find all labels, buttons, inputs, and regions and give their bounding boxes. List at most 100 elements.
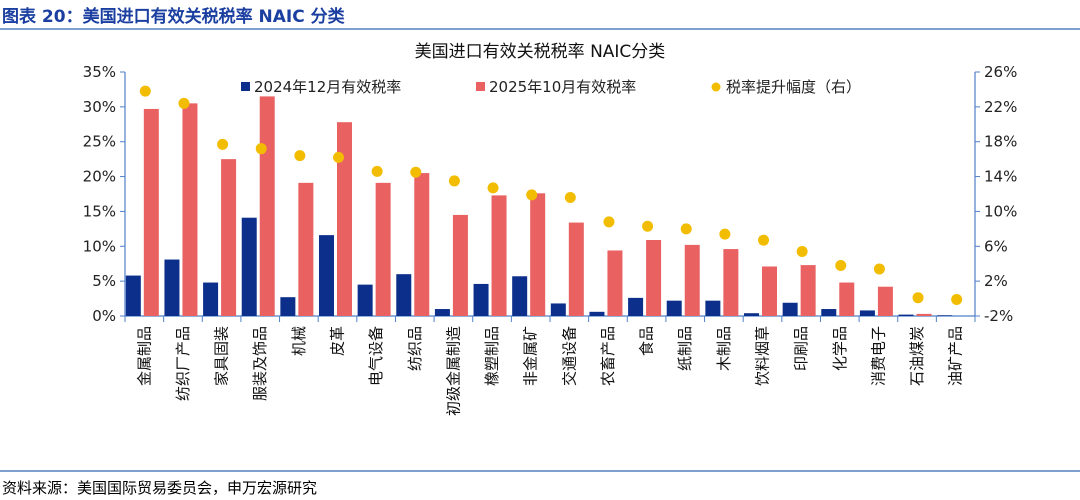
category-label: 皮革: [329, 326, 347, 356]
category-label: 非金属矿: [522, 326, 540, 386]
bar-2024-12: [164, 259, 180, 316]
right-tick-label: 2%: [984, 272, 1008, 290]
category-label: 家具固装: [213, 326, 231, 386]
rate-increase-point: [526, 189, 538, 201]
figure-header: 图表 20：美国进口有效关税税率 NAIC 分类: [0, 0, 1080, 30]
bar-2024-12: [550, 303, 566, 316]
bar-2024-12: [512, 276, 528, 316]
rate-increase-point: [951, 293, 963, 305]
category-label: 电气设备: [367, 326, 385, 386]
bar-2025-10: [452, 214, 468, 316]
tariff-chart: 美国进口有效关税税率 NAIC分类 0% 5% 10% 15% 20% 25% 30% 35%…: [83, 42, 1018, 416]
category-label: 交通设备: [560, 326, 578, 386]
bar-2025-10: [877, 286, 893, 316]
legend-label-2025: 2025年10月有效税率: [489, 78, 636, 96]
rate-increase-point: [912, 292, 924, 304]
category-label: 纸制品: [676, 326, 694, 371]
bar-2025-10: [491, 195, 507, 316]
bar-2024-12: [473, 283, 489, 316]
rate-increase-point: [835, 259, 847, 271]
bar-2025-10: [684, 244, 700, 316]
left-tick-label: 30%: [83, 98, 116, 116]
left-tick-label: 10%: [83, 237, 116, 255]
rate-increase-point: [603, 216, 615, 228]
bar-2024-12: [357, 284, 373, 316]
category-label: 化学品: [831, 326, 849, 371]
legend-marker-change: [711, 82, 721, 92]
bar-2025-10: [800, 265, 816, 316]
bar-2025-10: [723, 249, 739, 316]
bar-2024-12: [937, 315, 953, 316]
bar-2025-10: [375, 182, 391, 316]
right-tick-label: 14%: [984, 168, 1017, 186]
category-label: 纺织品: [406, 326, 424, 371]
category-label: 油矿产品: [947, 326, 965, 386]
rate-increase-point: [680, 223, 692, 235]
category-label: 食品: [638, 326, 656, 356]
bar-2025-10: [298, 182, 314, 316]
bar-2024-12: [319, 235, 334, 316]
bar-2025-10: [259, 96, 275, 317]
category-label: 初级金属制造: [444, 326, 462, 416]
legend-label-change: 税率提升幅度（右）: [726, 78, 861, 96]
category-label: 饮料烟草: [754, 326, 772, 386]
bar-2025-10: [221, 159, 237, 316]
bar-2024-12: [859, 310, 875, 316]
rate-increase-point: [333, 151, 344, 163]
bar-2024-12: [241, 217, 257, 316]
bar-2024-12: [125, 275, 141, 316]
right-tick-label: 10%: [984, 202, 1017, 220]
rate-increase-point: [410, 166, 422, 178]
legend-swatch-2024: [241, 82, 250, 91]
rate-increase-point: [139, 85, 151, 97]
category-label: 纺织厂产品: [174, 326, 192, 401]
bar-2024-12: [434, 309, 450, 316]
bar-2025-10: [916, 313, 932, 316]
rate-increase-point: [758, 234, 769, 246]
chart-title: 美国进口有效关税税率 NAIC分类: [415, 42, 666, 62]
header-divider: [0, 28, 1080, 30]
left-tick-label: 25%: [83, 133, 116, 151]
bar-2025-10: [182, 103, 198, 316]
bar-2025-10: [568, 222, 584, 316]
bar-2024-12: [898, 314, 914, 316]
category-label: 服装及饰品: [251, 326, 269, 401]
bar-2024-12: [628, 297, 644, 316]
category-label: 机械: [290, 326, 308, 356]
right-tick-label: 18%: [984, 133, 1017, 151]
bar-2025-10: [839, 282, 855, 316]
rate-increase-point: [796, 246, 808, 258]
bar-2025-10: [414, 173, 430, 316]
right-tick-label: -2%: [984, 307, 1013, 325]
rate-increase-point: [487, 182, 499, 194]
right-tick-label: 6%: [984, 237, 1008, 255]
rate-increase-point: [217, 138, 229, 150]
bar-2024-12: [280, 297, 296, 316]
left-tick-label: 0%: [92, 307, 116, 325]
legend-swatch-2025: [476, 82, 485, 91]
figure-title: 图表 20：美国进口有效关税税率 NAIC 分类: [2, 7, 345, 27]
category-label: 金属制品: [135, 326, 153, 386]
rate-increase-point: [719, 228, 731, 240]
category-label: 橡塑制品: [483, 326, 501, 386]
legend-label-2024: 2024年12月有效税率: [254, 78, 401, 96]
footer-divider: [0, 470, 1080, 472]
right-tick-label: 22%: [984, 98, 1017, 116]
bar-2025-10: [337, 122, 352, 317]
rate-increase-point: [642, 220, 654, 232]
category-label: 农畜产品: [599, 326, 617, 386]
rate-increase-point: [448, 175, 460, 187]
right-tick-label: 26%: [984, 63, 1017, 81]
bar-2025-10: [530, 193, 546, 316]
bar-2024-12: [782, 302, 798, 316]
left-tick-label: 15%: [83, 202, 116, 220]
category-label: 印刷品: [792, 326, 810, 371]
rate-increase-point: [178, 97, 190, 109]
left-tick-label: 35%: [83, 63, 116, 81]
bar-2024-12: [744, 313, 759, 316]
bar-2024-12: [396, 274, 412, 316]
bar-2025-10: [762, 266, 777, 316]
left-tick-label: 20%: [83, 168, 116, 186]
bar-2025-10: [607, 250, 623, 316]
bar-2024-12: [821, 309, 837, 316]
